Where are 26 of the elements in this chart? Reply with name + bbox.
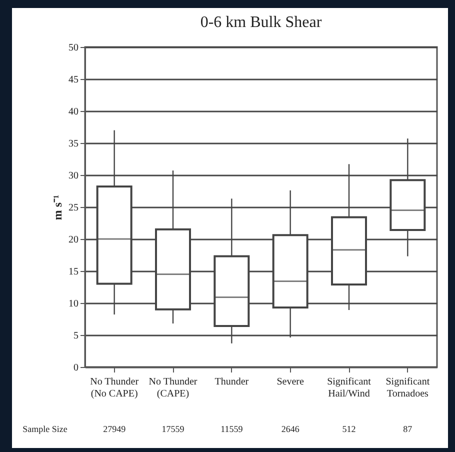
x-tick-label: Severe bbox=[276, 376, 304, 388]
y-axis-title: m s⁻¹ bbox=[50, 194, 64, 220]
y-tick-label: 30 bbox=[68, 170, 78, 182]
y-tick-label: 15 bbox=[68, 266, 78, 278]
x-tick-label: Thunder bbox=[214, 376, 250, 388]
chart-title: 0-6 km Bulk Shear bbox=[200, 14, 322, 31]
text: Sample Size bbox=[22, 424, 68, 434]
text: 2646 bbox=[281, 424, 300, 434]
y-tick-label: 50 bbox=[68, 42, 78, 54]
text: 87 bbox=[403, 424, 413, 434]
y-tick-label: 20 bbox=[68, 234, 78, 246]
x-tick-label: No Thunder (CAPE) bbox=[148, 376, 198, 400]
x-tick-label: No Thunder (No CAPE) bbox=[90, 376, 140, 400]
y-tick-label: 35 bbox=[68, 138, 78, 150]
text: 11559 bbox=[220, 424, 244, 434]
y-tick-label: 25 bbox=[68, 202, 78, 214]
y-tick-label: 10 bbox=[68, 298, 78, 310]
y-tick-label: 45 bbox=[68, 74, 78, 86]
y-tick-label: 40 bbox=[68, 106, 78, 118]
text: 27949 bbox=[103, 424, 126, 434]
x-tick-label: Significant Tornadoes bbox=[386, 376, 430, 400]
y-tick-label: 0 bbox=[74, 362, 78, 374]
text: 512 bbox=[342, 424, 356, 434]
text: 17559 bbox=[162, 424, 185, 434]
x-tick-label: Significant Hail/Wind bbox=[327, 376, 372, 400]
y-tick-label: 5 bbox=[74, 330, 78, 342]
